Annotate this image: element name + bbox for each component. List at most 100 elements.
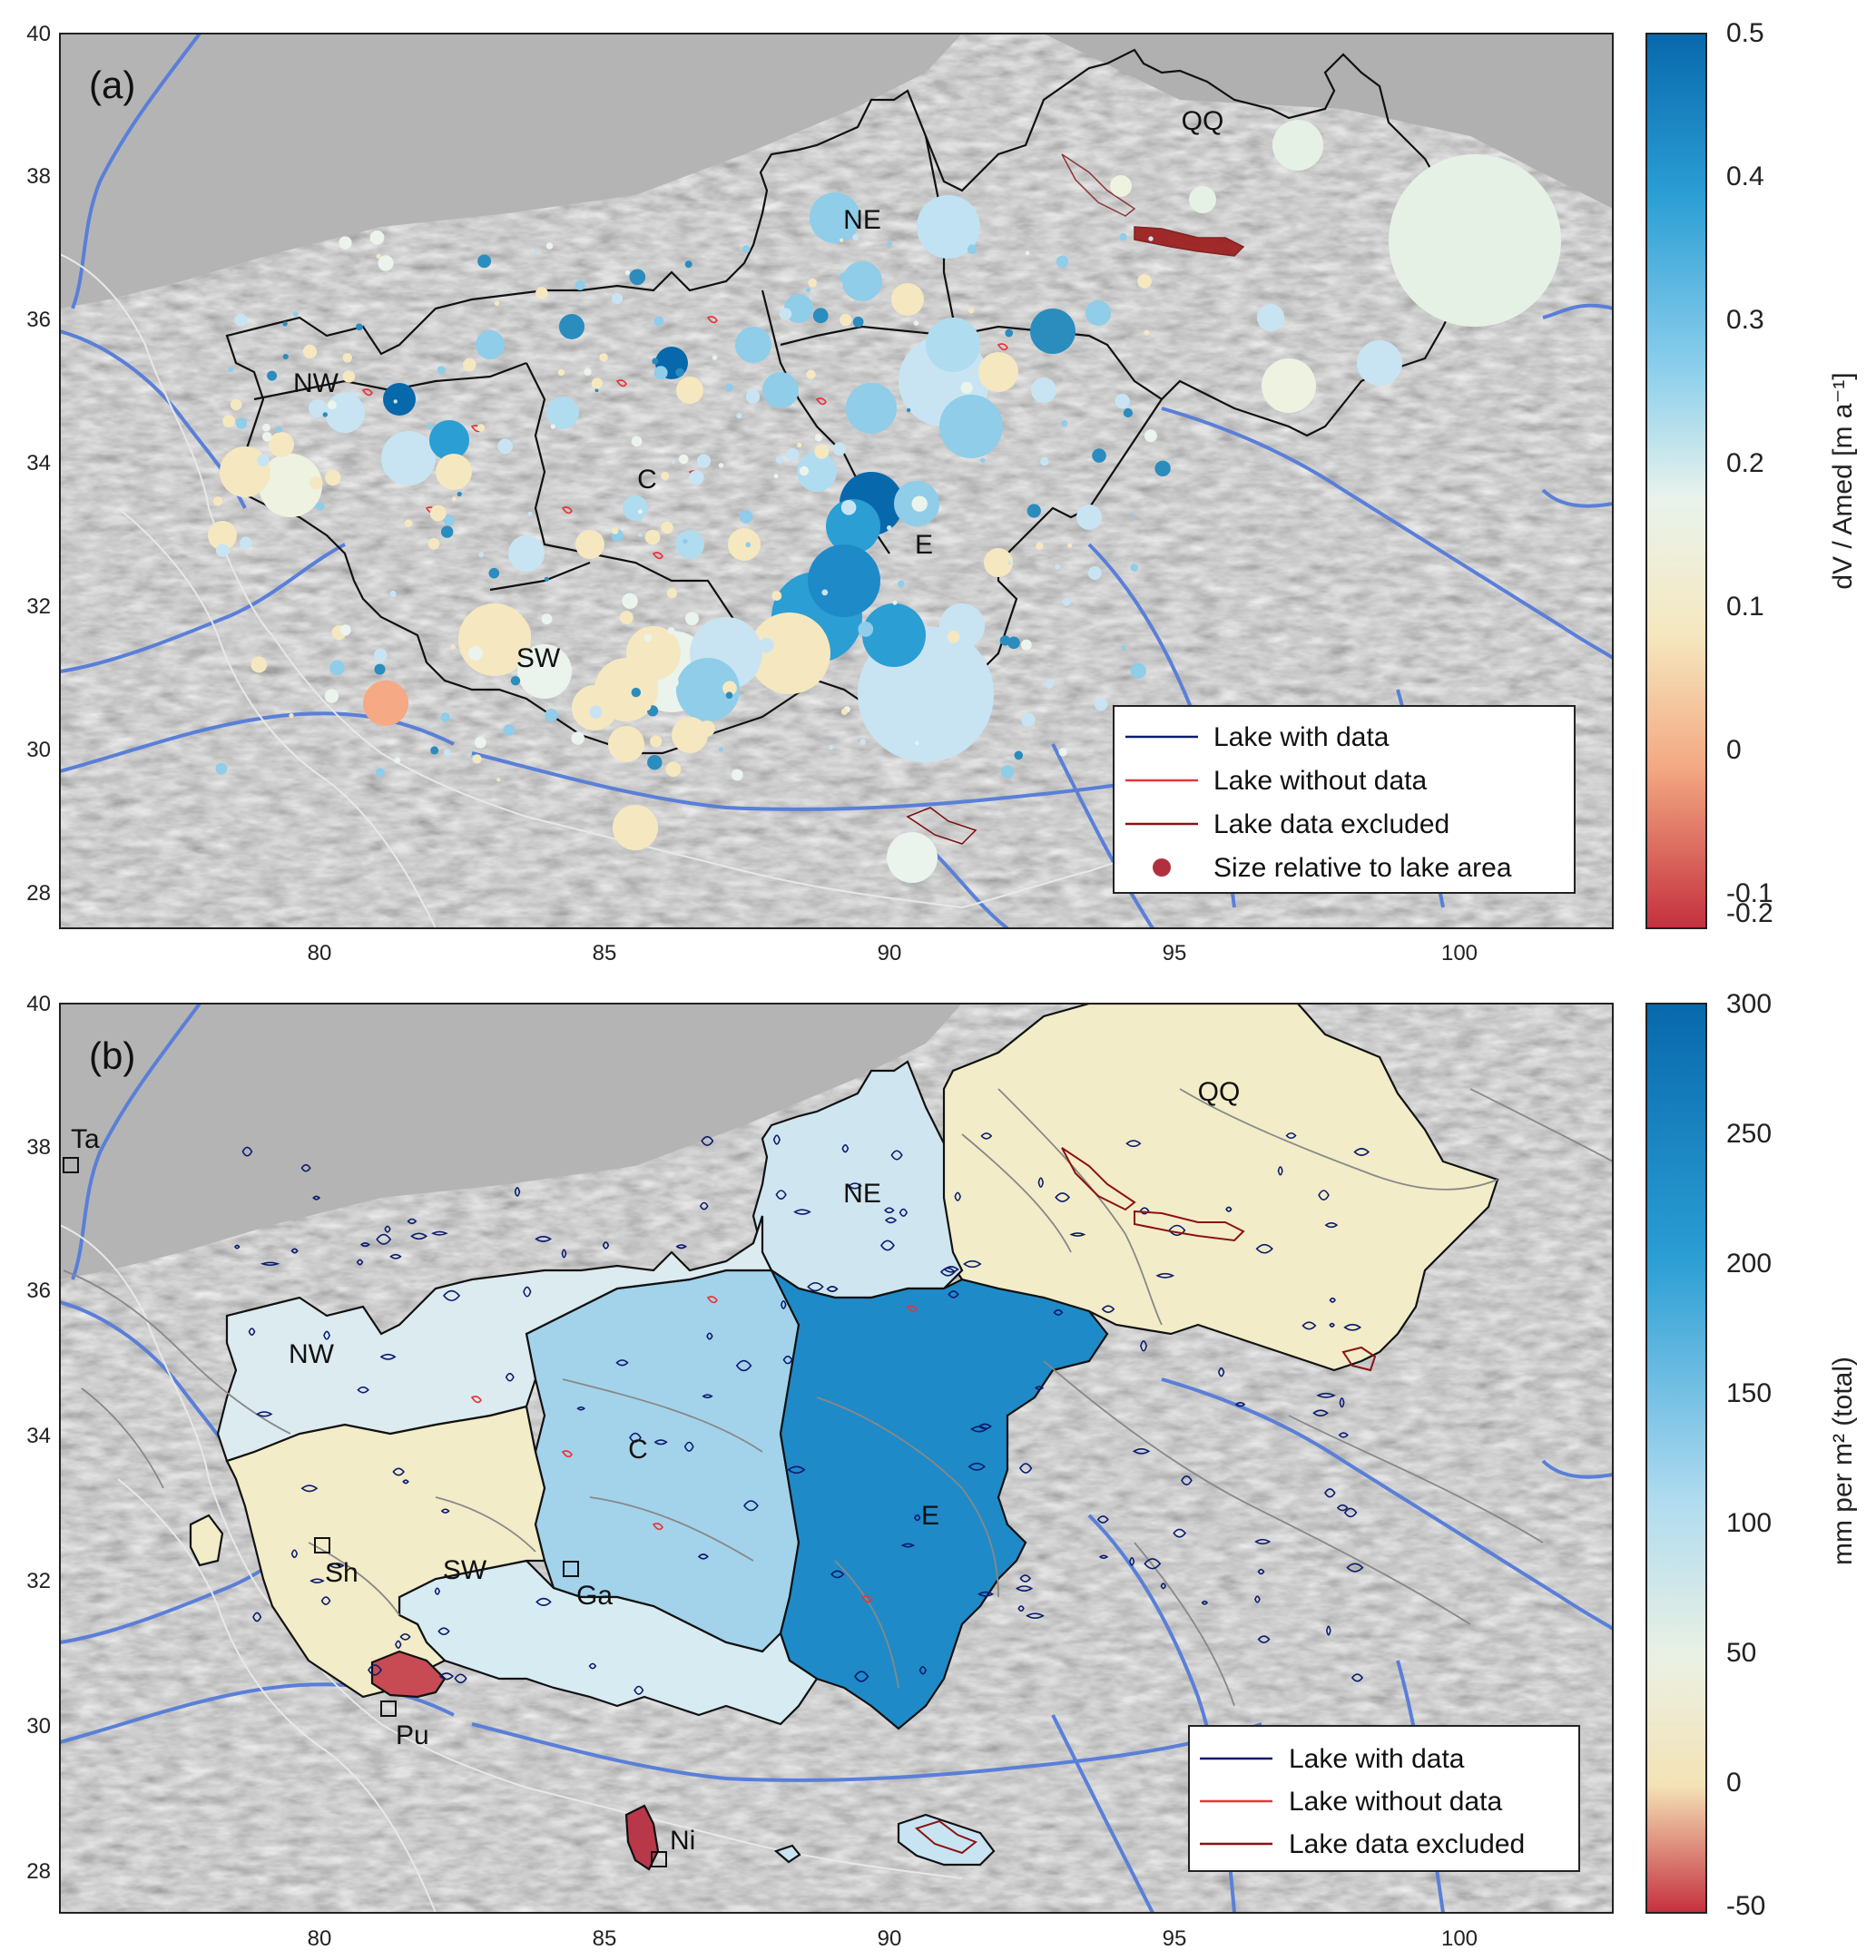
lake-change-dot <box>939 395 1003 458</box>
lake-change-dot <box>852 234 859 241</box>
lake-change-dot <box>806 288 811 293</box>
lake-outline <box>438 1672 455 1681</box>
lake-change-dot <box>1007 561 1012 565</box>
lake-change-dot <box>626 626 681 681</box>
lake-outline <box>454 1673 467 1684</box>
lake-change-dot <box>840 313 852 327</box>
colorbar-tick: 0.4 <box>1726 162 1764 191</box>
lake-change-dot <box>759 637 774 653</box>
lake-change-dot <box>967 307 975 314</box>
x-tick: 100 <box>1441 941 1478 965</box>
lake-change-dot <box>667 676 679 688</box>
lake-outline <box>300 1485 319 1493</box>
panel-a-legend: Lake with data Lake without data Lake da… <box>1113 705 1576 894</box>
lake-outline <box>780 1299 787 1309</box>
lake-change-dot <box>427 423 434 430</box>
lake-outline <box>357 1386 369 1394</box>
lake-change-dot <box>527 511 533 516</box>
station-labels: Ta Sh Ga Pu Ni <box>71 1124 695 1856</box>
lake-change-dot <box>584 368 592 376</box>
lake-change-dot <box>1137 274 1152 289</box>
lake-change-dot <box>389 590 397 598</box>
lake-outline <box>890 1150 903 1161</box>
lake-change-dot <box>292 311 299 318</box>
lake-outline <box>1339 1397 1345 1408</box>
colorbar-tick: -0.1 <box>1726 878 1773 908</box>
colorbar-tick: 0.1 <box>1726 592 1764 622</box>
lake-outline <box>234 1244 241 1250</box>
lake-change-dot <box>1148 236 1154 241</box>
lake-outline <box>1336 1504 1349 1512</box>
basin-qq <box>924 1004 1499 1372</box>
lake-outline <box>1168 1224 1186 1237</box>
lake-outline <box>1173 1528 1187 1538</box>
lake-outline <box>1318 1190 1330 1200</box>
lake-change-dot <box>775 456 783 464</box>
lake-change-dot <box>826 499 880 554</box>
lake-change-dot <box>1056 255 1069 268</box>
colorbar-tick: 0 <box>1726 1768 1742 1798</box>
lake-change-dot <box>859 739 866 745</box>
lake-change-dot <box>544 576 549 582</box>
lake-outline <box>399 1633 411 1641</box>
lake-change-dot <box>1045 680 1054 689</box>
lake-outline <box>1055 1192 1071 1202</box>
lake-change-dot <box>496 778 501 782</box>
panel-b-x-ticks: 80 85 90 95 100 <box>308 1926 1478 1951</box>
lake-outline <box>602 1241 610 1250</box>
panel-a-map: QQ NE NW C E SW (a) 80 85 90 95 100 40 3… <box>26 18 1858 965</box>
lake-change-dot <box>619 611 634 624</box>
lake-change-dot <box>806 311 810 316</box>
lake-outline <box>1098 1554 1109 1560</box>
lake-outline <box>782 1355 793 1365</box>
lake-change-dot <box>913 320 919 326</box>
qaidam-basin <box>1044 34 1613 209</box>
lake-change-dot <box>503 724 515 736</box>
lake-change-dot <box>684 260 692 269</box>
lake-outline <box>1155 1272 1175 1279</box>
region-label-e: E <box>915 530 933 560</box>
lake-outline <box>1312 1409 1329 1416</box>
lake-change-dot <box>661 521 673 534</box>
lake-change-dot <box>1119 232 1127 241</box>
lake-change-dot <box>488 567 500 579</box>
panel-a-colorbar: 0.5 0.4 0.3 0.2 0.1 0 -0.1 -0.2 dV / Ame… <box>1645 18 1858 929</box>
station-marker-ga <box>563 1561 579 1577</box>
lake-change-dot <box>808 544 880 617</box>
lake-change-dot <box>259 454 322 517</box>
lake-outline <box>523 1286 532 1298</box>
lakes-excluded <box>914 1147 1377 1855</box>
lake-change-dot <box>846 383 897 434</box>
lake-outline <box>967 1462 987 1471</box>
lake-change-dot <box>672 717 708 753</box>
colorbar-tick: 200 <box>1726 1249 1772 1279</box>
lake-outline <box>376 1233 392 1245</box>
lake-change-dot <box>559 314 584 339</box>
lake-change-dot <box>891 283 924 316</box>
lake-change-dot <box>393 399 398 404</box>
lake-change-dot <box>571 731 584 745</box>
lake-outline <box>826 1286 839 1292</box>
lake-change-dot <box>557 368 565 377</box>
lake-outline <box>1026 1612 1045 1619</box>
region-label-nw: NW <box>293 368 339 398</box>
lake-change-dot <box>441 525 454 538</box>
lake-change-dot <box>799 466 810 476</box>
lake-change-dot <box>967 244 977 255</box>
lake-change-dot <box>947 631 960 643</box>
lake-outline <box>884 1207 895 1214</box>
lake-change-dot <box>476 424 486 432</box>
lake-change-dot <box>1257 304 1284 331</box>
lake-change-dot <box>840 238 844 242</box>
lake-change-dot <box>685 612 699 626</box>
region-label-e: E <box>921 1501 939 1531</box>
lake-change-dot <box>725 691 733 699</box>
lake-change-dot <box>257 454 270 467</box>
lake-outline <box>743 1500 759 1512</box>
lake-change-dot <box>545 242 554 250</box>
lake-change-dot <box>887 525 892 531</box>
panel-a-y-ticks: 40 38 36 34 32 30 28 <box>26 22 51 906</box>
x-tick: 80 <box>308 1926 332 1951</box>
region-label-sw: SW <box>443 1555 487 1585</box>
lake-change-dot <box>369 230 385 245</box>
